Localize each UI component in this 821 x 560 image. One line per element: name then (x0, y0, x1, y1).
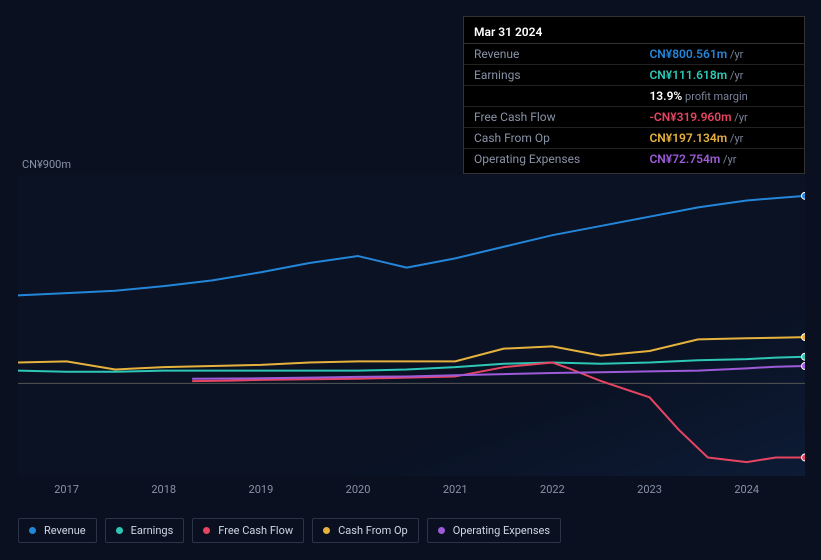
legend-label: Earnings (131, 524, 174, 537)
tooltip-value: CN¥111.618m /yr (639, 65, 804, 86)
chart-tooltip: Mar 31 2024 RevenueCN¥800.561m /yrEarnin… (463, 16, 805, 174)
tooltip-label: Free Cash Flow (464, 107, 639, 128)
tooltip-value: CN¥800.561m /yr (639, 44, 804, 65)
x-tick-label: 2022 (540, 483, 565, 496)
tooltip-row: 13.9% profit margin (464, 86, 804, 107)
tooltip-row: RevenueCN¥800.561m /yr (464, 44, 804, 65)
legend-label: Revenue (44, 524, 86, 537)
tooltip-row: Free Cash Flow-CN¥319.960m /yr (464, 107, 804, 128)
legend-item-revenue[interactable]: Revenue (18, 518, 97, 543)
tooltip-date: Mar 31 2024 (464, 21, 804, 44)
tooltip-value: 13.9% profit margin (639, 86, 804, 107)
tooltip-row: Cash From OpCN¥197.134m /yr (464, 128, 804, 149)
tooltip-value: CN¥197.134m /yr (639, 128, 804, 149)
legend-swatch (323, 527, 330, 534)
legend-label: Operating Expenses (453, 524, 550, 537)
tooltip-label (464, 86, 639, 107)
tooltip-label: Operating Expenses (464, 149, 639, 170)
tooltip-table: RevenueCN¥800.561m /yrEarningsCN¥111.618… (464, 44, 804, 169)
tooltip-label: Cash From Op (464, 128, 639, 149)
legend-item-earnings[interactable]: Earnings (105, 518, 185, 543)
tooltip-row: EarningsCN¥111.618m /yr (464, 65, 804, 86)
chart-legend: Revenue Earnings Free Cash Flow Cash From O… (18, 518, 561, 543)
legend-label: Cash From Op (338, 524, 408, 537)
x-axis-labels: 2017 2018 2019 2020 2021 2022 2023 2024 (18, 483, 805, 499)
tooltip-label: Revenue (464, 44, 639, 65)
x-tick-label: 2020 (346, 483, 371, 496)
tooltip-value: -CN¥319.960m /yr (639, 107, 804, 128)
legend-item-cash-from-op[interactable]: Cash From Op (312, 518, 419, 543)
tooltip-row: Operating ExpensesCN¥72.754m /yr (464, 149, 804, 170)
x-tick-label: 2017 (54, 483, 79, 496)
y-label-max: CN¥900m (22, 158, 71, 171)
legend-label: Free Cash Flow (218, 524, 293, 537)
tooltip-label: Earnings (464, 65, 639, 86)
x-tick-label: 2024 (734, 483, 759, 496)
tooltip-value: CN¥72.754m /yr (639, 149, 804, 170)
legend-swatch (116, 527, 123, 534)
line-chart (18, 175, 805, 476)
x-tick-label: 2023 (637, 483, 662, 496)
legend-swatch (438, 527, 445, 534)
legend-swatch (203, 527, 210, 534)
x-tick-label: 2018 (151, 483, 176, 496)
x-tick-label: 2021 (443, 483, 468, 496)
x-tick-label: 2019 (249, 483, 274, 496)
legend-item-free-cash-flow[interactable]: Free Cash Flow (192, 518, 304, 543)
legend-swatch (29, 527, 36, 534)
chart-container: { "tooltip": { "date": "Mar 31 2024", "r… (0, 0, 821, 560)
legend-item-operating-expenses[interactable]: Operating Expenses (427, 518, 561, 543)
